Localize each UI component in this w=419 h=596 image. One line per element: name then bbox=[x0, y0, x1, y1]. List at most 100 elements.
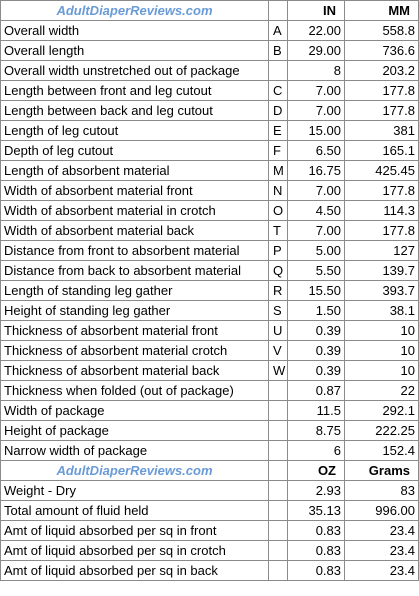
table-row: Width of package 11.5 292.1 bbox=[0, 400, 419, 421]
row-value-2: 425.45 bbox=[344, 160, 419, 181]
row-value-2: 22 bbox=[344, 380, 419, 401]
row-value-2: 139.7 bbox=[344, 260, 419, 281]
row-value-1: 7.00 bbox=[287, 180, 345, 201]
row-label: Narrow width of package bbox=[0, 440, 269, 461]
table-row: Narrow width of package 6 152.4 bbox=[0, 440, 419, 461]
row-label: Thickness of absorbent material front bbox=[0, 320, 269, 341]
table-row: Amt of liquid absorbed per sq in crotch 0… bbox=[0, 540, 419, 561]
row-value-1: 7.00 bbox=[287, 100, 345, 121]
row-value-1: 22.00 bbox=[287, 20, 345, 41]
row-label: Width of absorbent material front bbox=[0, 180, 269, 201]
table-body: AdultDiaperReviews.com IN MM Overall wid… bbox=[0, 0, 419, 581]
row-value-1: 0.83 bbox=[287, 560, 345, 581]
row-value-2: 177.8 bbox=[344, 220, 419, 241]
row-code: C bbox=[268, 80, 288, 101]
row-label: Thickness of absorbent material crotch bbox=[0, 340, 269, 361]
table-row: Weight - Dry 2.93 83 bbox=[0, 480, 419, 501]
row-value-2: 152.4 bbox=[344, 440, 419, 461]
row-label: Height of standing leg gather bbox=[0, 300, 269, 321]
row-code bbox=[268, 560, 288, 581]
row-value-2: 203.2 bbox=[344, 60, 419, 81]
row-value-1: 5.50 bbox=[287, 260, 345, 281]
row-code: N bbox=[268, 180, 288, 201]
table-row: Total amount of fluid held 35.13 996.00 bbox=[0, 500, 419, 521]
row-value-2: 177.8 bbox=[344, 180, 419, 201]
row-value-1: 5.00 bbox=[287, 240, 345, 261]
row-code: D bbox=[268, 100, 288, 121]
row-code: E bbox=[268, 120, 288, 141]
header-grams: Grams bbox=[344, 460, 419, 481]
table-row: Thickness when folded (out of package) 0.… bbox=[0, 380, 419, 401]
table-row: Length of standing leg gather R 15.50 393.7 bbox=[0, 280, 419, 301]
row-label: Width of absorbent material back bbox=[0, 220, 269, 241]
row-value-2: 222.25 bbox=[344, 420, 419, 441]
row-value-1: 35.13 bbox=[287, 500, 345, 521]
row-value-1: 6 bbox=[287, 440, 345, 461]
row-value-1: 16.75 bbox=[287, 160, 345, 181]
row-value-2: 10 bbox=[344, 340, 419, 361]
row-label: Distance from front to absorbent materia… bbox=[0, 240, 269, 261]
header-code-cell bbox=[268, 460, 288, 481]
row-value-2: 23.4 bbox=[344, 520, 419, 541]
row-code: S bbox=[268, 300, 288, 321]
header-code-cell bbox=[268, 0, 288, 21]
row-code: R bbox=[268, 280, 288, 301]
table-row: Thickness of absorbent material back W 0.3… bbox=[0, 360, 419, 381]
table-row: Depth of leg cutout F 6.50 165.1 bbox=[0, 140, 419, 161]
row-value-2: 165.1 bbox=[344, 140, 419, 161]
row-value-1: 0.39 bbox=[287, 340, 345, 361]
table-row: Height of package 8.75 222.25 bbox=[0, 420, 419, 441]
header-in: IN bbox=[287, 0, 345, 21]
row-code bbox=[268, 540, 288, 561]
row-code bbox=[268, 60, 288, 81]
brand-watermark: AdultDiaperReviews.com bbox=[0, 460, 269, 481]
row-value-2: 23.4 bbox=[344, 560, 419, 581]
row-code: U bbox=[268, 320, 288, 341]
row-label: Overall width bbox=[0, 20, 269, 41]
table-row: Length between back and leg cutout D 7.00 1… bbox=[0, 100, 419, 121]
table-row: Overall width unstretched out of package… bbox=[0, 60, 419, 81]
row-value-2: 177.8 bbox=[344, 100, 419, 121]
measurements-table: AdultDiaperReviews.com IN MM Overall wid… bbox=[0, 0, 419, 581]
row-value-1: 7.00 bbox=[287, 220, 345, 241]
row-label: Depth of leg cutout bbox=[0, 140, 269, 161]
table-row: Width of absorbent material back T 7.00 177… bbox=[0, 220, 419, 241]
row-label: Amt of liquid absorbed per sq in crotch bbox=[0, 540, 269, 561]
row-value-1: 0.83 bbox=[287, 540, 345, 561]
row-value-2: 177.8 bbox=[344, 80, 419, 101]
row-value-1: 29.00 bbox=[287, 40, 345, 61]
row-value-2: 10 bbox=[344, 320, 419, 341]
row-label: Length between front and leg cutout bbox=[0, 80, 269, 101]
table-row: Distance from front to absorbent materia… bbox=[0, 240, 419, 261]
row-value-2: 10 bbox=[344, 360, 419, 381]
row-code bbox=[268, 420, 288, 441]
row-code: T bbox=[268, 220, 288, 241]
row-value-2: 736.6 bbox=[344, 40, 419, 61]
row-value-2: 38.1 bbox=[344, 300, 419, 321]
row-value-1: 15.50 bbox=[287, 280, 345, 301]
row-label: Length between back and leg cutout bbox=[0, 100, 269, 121]
row-value-1: 1.50 bbox=[287, 300, 345, 321]
row-code bbox=[268, 500, 288, 521]
row-code: P bbox=[268, 240, 288, 261]
row-value-1: 4.50 bbox=[287, 200, 345, 221]
row-code: B bbox=[268, 40, 288, 61]
table-row: Width of absorbent material in crotch O 4.… bbox=[0, 200, 419, 221]
row-label: Overall length bbox=[0, 40, 269, 61]
row-label: Width of absorbent material in crotch bbox=[0, 200, 269, 221]
row-value-1: 8 bbox=[287, 60, 345, 81]
row-code: Q bbox=[268, 260, 288, 281]
row-code bbox=[268, 380, 288, 401]
row-code: W bbox=[268, 360, 288, 381]
table-row: Length between front and leg cutout C 7.00… bbox=[0, 80, 419, 101]
header-mm: MM bbox=[344, 0, 419, 21]
row-value-1: 2.93 bbox=[287, 480, 345, 501]
row-label: Overall width unstretched out of package bbox=[0, 60, 269, 81]
row-value-2: 83 bbox=[344, 480, 419, 501]
row-label: Width of package bbox=[0, 400, 269, 421]
row-value-2: 23.4 bbox=[344, 540, 419, 561]
header-row-weights: AdultDiaperReviews.com OZ Grams bbox=[0, 460, 419, 481]
row-code bbox=[268, 400, 288, 421]
row-label: Thickness of absorbent material back bbox=[0, 360, 269, 381]
